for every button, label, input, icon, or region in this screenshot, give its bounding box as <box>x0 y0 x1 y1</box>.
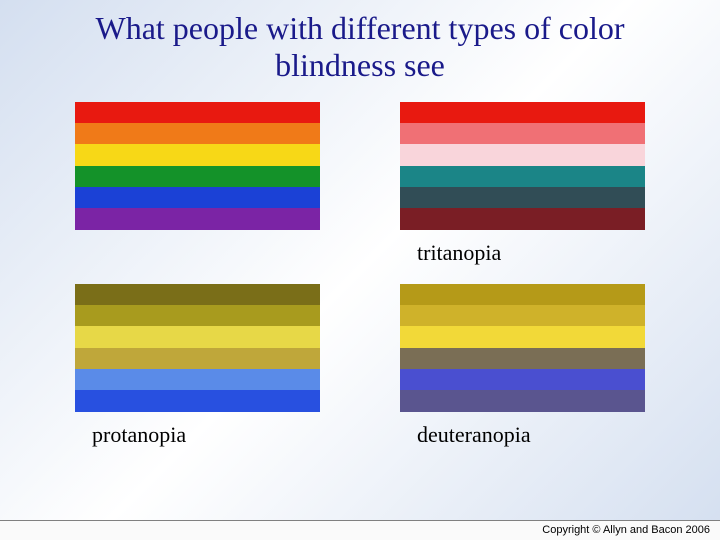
panel-caption: protanopia <box>70 416 325 462</box>
stripe <box>400 390 645 411</box>
stripe <box>75 187 320 208</box>
stripe <box>75 102 320 123</box>
panel-grid: . tritanopia protanopia deuteranopia <box>0 102 720 462</box>
stripe <box>75 284 320 305</box>
stripe <box>75 369 320 390</box>
stripe <box>400 166 645 187</box>
panel-caption: deuteranopia <box>395 416 650 462</box>
stripe <box>75 166 320 187</box>
stripe <box>75 123 320 144</box>
stripe <box>75 208 320 229</box>
stripe <box>400 348 645 369</box>
stripe <box>400 187 645 208</box>
stripe <box>400 369 645 390</box>
stripe <box>75 390 320 411</box>
swatch-panel-deuteranopia <box>400 284 645 412</box>
stripe <box>400 284 645 305</box>
stripe <box>400 144 645 165</box>
stripe <box>400 123 645 144</box>
stripe <box>400 326 645 347</box>
swatch-panel-protanopia <box>75 284 320 412</box>
panel-caption: tritanopia <box>395 234 650 280</box>
stripe <box>75 144 320 165</box>
stripe <box>75 305 320 326</box>
stripe <box>400 305 645 326</box>
swatch-panel-tritanopia <box>400 102 645 230</box>
page-title: What people with different types of colo… <box>0 0 720 102</box>
stripe <box>400 102 645 123</box>
copyright-text: Copyright © Allyn and Bacon 2006 <box>542 524 710 536</box>
stripe <box>75 348 320 369</box>
swatch-panel-normal <box>75 102 320 230</box>
stripe <box>75 326 320 347</box>
copyright-bar: Copyright © Allyn and Bacon 2006 <box>0 520 720 540</box>
stripe <box>400 208 645 229</box>
